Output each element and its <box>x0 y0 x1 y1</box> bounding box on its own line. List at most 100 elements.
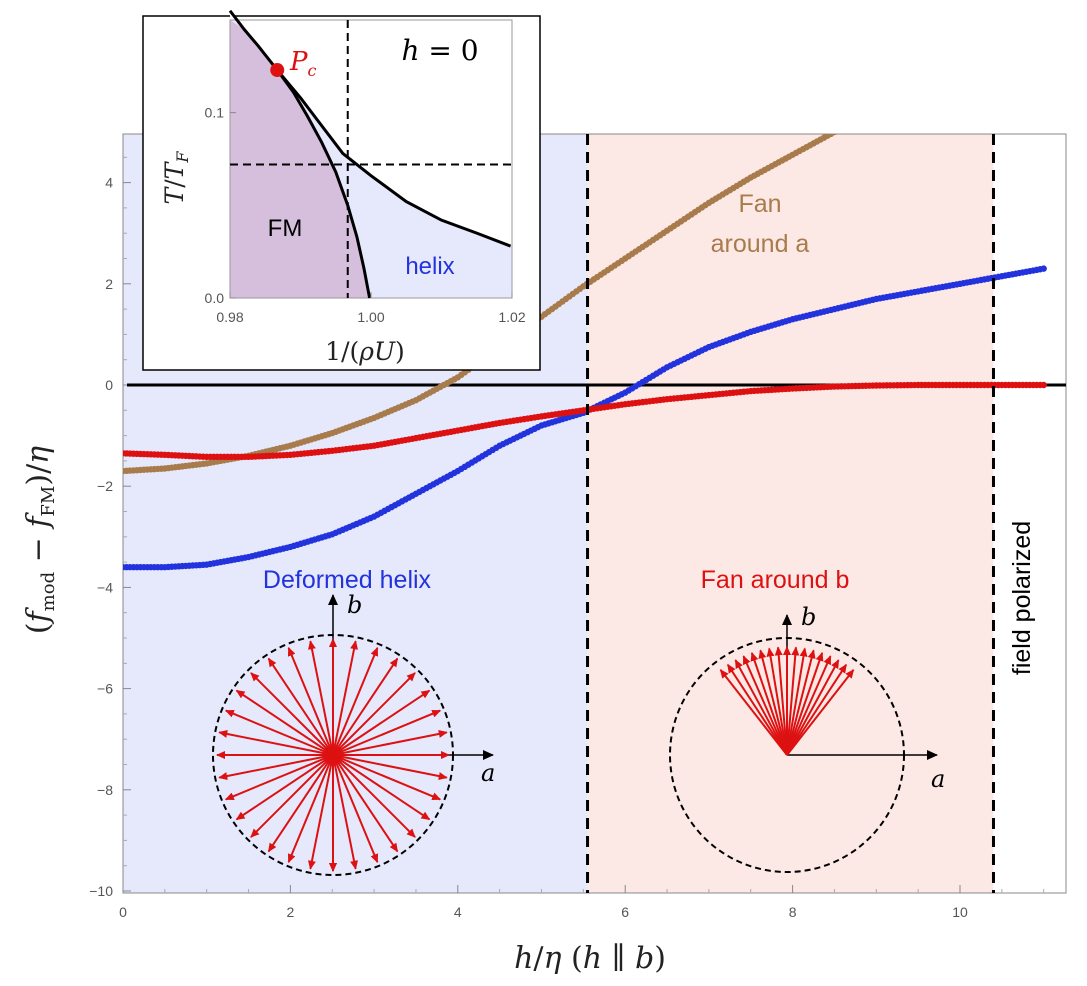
data-point <box>918 87 924 93</box>
spin-arrow <box>332 754 358 870</box>
data-point <box>939 77 945 83</box>
spin-arrow <box>332 657 399 756</box>
spin-arrow <box>224 754 334 801</box>
data-point <box>1034 31 1040 37</box>
data-point <box>936 78 942 84</box>
spin-arrow <box>786 649 816 756</box>
spin-arrow <box>750 651 788 756</box>
inset-title-h: h <box>401 34 419 67</box>
data-point <box>999 48 1005 54</box>
spin-arrow <box>332 672 416 756</box>
deformed-helix-label: Deformed helix <box>263 566 432 594</box>
data-point <box>946 73 952 79</box>
inset-title: h = 0 <box>401 34 478 67</box>
spin-arrow <box>235 754 334 821</box>
spin-arrow <box>235 689 334 756</box>
data-point <box>911 90 917 96</box>
helix-label: helix <box>405 253 454 280</box>
spin-arrow <box>786 669 855 756</box>
spin-arrow <box>332 754 448 780</box>
y-tick-label: 2 <box>105 276 113 292</box>
x-axis-label: h/η (h ∥ b) <box>514 941 666 976</box>
data-point <box>838 125 844 131</box>
pc-point <box>270 63 285 78</box>
data-point <box>925 83 931 89</box>
fan-spin-diagram: ab <box>669 603 945 873</box>
helix-spin-diagram: ab <box>212 591 495 876</box>
spin-arrow <box>224 709 334 756</box>
axis-b-label: b <box>801 603 816 631</box>
inset-x-tick-label: 0.98 <box>216 309 243 325</box>
data-point <box>827 134 835 138</box>
fm-region <box>230 20 370 298</box>
spin-arrow <box>308 754 334 870</box>
y-tick-label: 4 <box>105 175 113 191</box>
spin-arrow <box>786 647 808 756</box>
spin-arrow <box>332 709 442 756</box>
helix-boundary-curve <box>276 69 512 248</box>
inset-plot: 0.98 1.00 1.02 0.0 0.1 <box>205 9 526 325</box>
y-tick-label: −8 <box>97 782 113 798</box>
data-point <box>1013 41 1019 47</box>
data-point <box>898 97 904 103</box>
data-point <box>852 119 858 125</box>
data-point <box>835 127 841 133</box>
data-point <box>849 120 855 126</box>
spin-arrow <box>332 754 442 801</box>
field-polarized-label: field polarized <box>1008 521 1036 675</box>
y-tick-label: −10 <box>89 883 113 899</box>
data-point <box>967 63 973 69</box>
spin-arrow <box>766 647 788 756</box>
data-point <box>960 66 966 72</box>
spin-arrow <box>734 659 788 756</box>
data-point <box>957 68 963 74</box>
series-deformed-helix <box>123 265 1047 571</box>
fm-label: FM <box>268 215 303 242</box>
spin-arrow <box>218 754 334 780</box>
x-tick-label: 2 <box>287 904 295 920</box>
axis-a-label: a <box>481 759 495 787</box>
spin-arrow <box>786 663 848 756</box>
spin-arrow <box>332 730 448 756</box>
series-dots <box>123 28 1047 571</box>
spin-arrow <box>267 657 334 756</box>
spin-arrow <box>332 640 358 756</box>
data-point <box>985 55 991 61</box>
data-point <box>971 61 977 67</box>
data-point <box>1041 28 1047 34</box>
x-tick-label: 10 <box>952 904 968 920</box>
data-point <box>992 51 998 57</box>
data-point <box>950 71 956 77</box>
inset-x-label: 1/(ρU) <box>325 337 405 366</box>
inset-x-tick-label: 1.00 <box>357 309 384 325</box>
x-tick-label: 8 <box>789 904 797 920</box>
inset-title-eq: = 0 <box>419 34 478 67</box>
data-point <box>1027 34 1033 40</box>
axis-a-label: a <box>931 765 945 793</box>
x-tick-label: 4 <box>454 904 462 920</box>
data-point <box>988 53 994 59</box>
data-point <box>981 56 987 62</box>
data-point <box>1030 33 1036 39</box>
spin-arrow <box>786 646 800 756</box>
y-axis-label: (fmod − fFM)/η <box>21 446 59 634</box>
spin-arrow <box>287 646 334 756</box>
spin-arrow <box>250 672 334 756</box>
data-point <box>978 58 984 64</box>
spin-arrow <box>742 655 788 756</box>
data-point <box>1002 46 1008 52</box>
y-tick-label: −4 <box>97 579 113 595</box>
data-point <box>866 112 872 118</box>
pc-label-sub: c <box>308 61 317 80</box>
series-layer <box>123 28 1047 571</box>
inset-y-tick-label: 0.0 <box>205 290 225 306</box>
data-point <box>842 124 848 130</box>
spin-arrow <box>758 649 788 756</box>
data-point <box>894 98 900 104</box>
data-point <box>887 102 893 108</box>
spin-arrow <box>719 669 788 756</box>
x-tick-label: 6 <box>621 904 629 920</box>
data-point <box>964 65 970 71</box>
inset-y-tick-label: 0.1 <box>205 105 225 121</box>
